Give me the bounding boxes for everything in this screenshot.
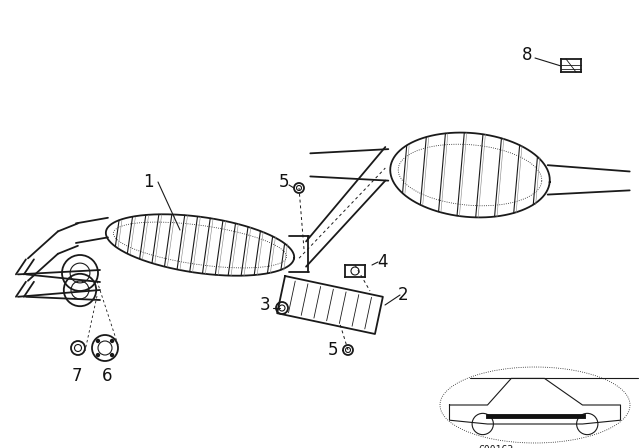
Circle shape — [97, 340, 99, 342]
Text: 5: 5 — [328, 341, 339, 359]
Text: 6: 6 — [102, 367, 112, 385]
Text: 5: 5 — [279, 173, 289, 191]
Text: 1: 1 — [143, 173, 154, 191]
Text: 4: 4 — [377, 253, 387, 271]
Circle shape — [111, 340, 113, 342]
Circle shape — [111, 353, 113, 357]
Text: 8: 8 — [522, 46, 532, 64]
Text: 2: 2 — [397, 286, 408, 304]
Text: 7: 7 — [72, 367, 83, 385]
Circle shape — [97, 353, 99, 357]
Text: C00163: C00163 — [478, 445, 513, 448]
Text: 3: 3 — [260, 296, 270, 314]
